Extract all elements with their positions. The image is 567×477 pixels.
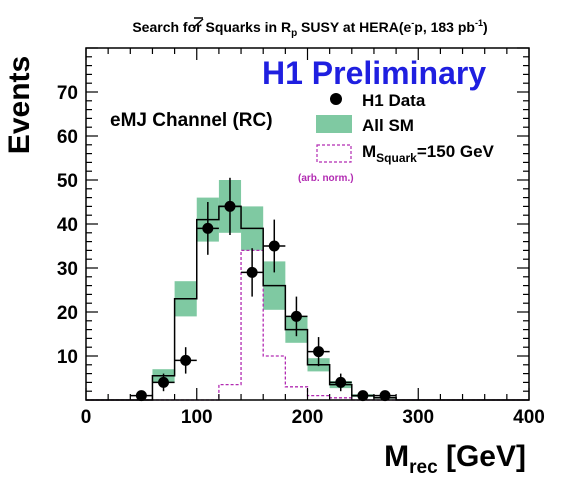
data-point [373,390,397,402]
channel-label: eMJ Channel (RC) [110,110,273,131]
data-point [152,373,175,392]
legend-sm-label: All SM [362,116,414,135]
x-tick-label: 300 [402,407,434,428]
r-slash-mark [192,18,204,29]
x-tick-label: 200 [292,407,324,428]
signal-note: (arb. norm.) [298,173,354,184]
y-tick-label: 20 [57,303,78,324]
data-marker [379,390,391,402]
banner-text: H1 Preliminary [262,55,486,91]
data-point [241,248,264,297]
axes-layer: 0 100 200 300 400 10 20 30 40 50 60 70 [57,47,545,428]
data-point [174,347,197,374]
legend-data-label: H1 Data [362,91,426,110]
data-marker [135,390,147,402]
data-point [196,202,219,255]
data-marker [290,310,302,322]
y-tick-label: 50 [57,171,78,192]
legend-sm-swatch [316,115,352,133]
legend-signal-label: MSquark=150 GeV [362,142,495,165]
data-points-layer [130,177,397,402]
data-point [329,373,352,392]
y-tick-label: 40 [57,215,78,236]
data-marker [158,376,170,388]
data-point [218,177,242,235]
data-marker [224,200,236,212]
data-marker [313,346,325,358]
data-point [130,390,153,402]
y-tick-label: 60 [57,127,78,148]
data-point [351,390,374,402]
data-point [285,296,308,337]
x-tick-label: 400 [513,407,545,428]
legend: H1 Data All SM MSquark=150 GeV (arb. nor… [298,91,495,184]
y-tick-label: 10 [57,347,78,368]
legend-signal-swatch [316,144,352,163]
x-axis-label: Mrec [GeV] [384,440,526,477]
data-point [263,219,286,273]
data-marker [202,222,214,234]
x-tick-label: 0 [81,407,92,428]
data-marker [246,266,258,278]
chart-title: Search for Squarks in Rp SUSY at HERA(e-… [132,18,487,39]
data-marker [268,240,280,252]
y-tick-label: 70 [57,83,78,104]
data-marker [335,376,347,388]
legend-data-marker [330,93,342,105]
data-marker [180,354,192,366]
x-tick-label: 100 [181,407,213,428]
sm-band-layer [152,180,397,399]
y-tick-label: 30 [57,259,78,280]
data-marker [357,390,369,402]
data-point [307,337,330,367]
y-axis-label: Events [3,56,36,154]
